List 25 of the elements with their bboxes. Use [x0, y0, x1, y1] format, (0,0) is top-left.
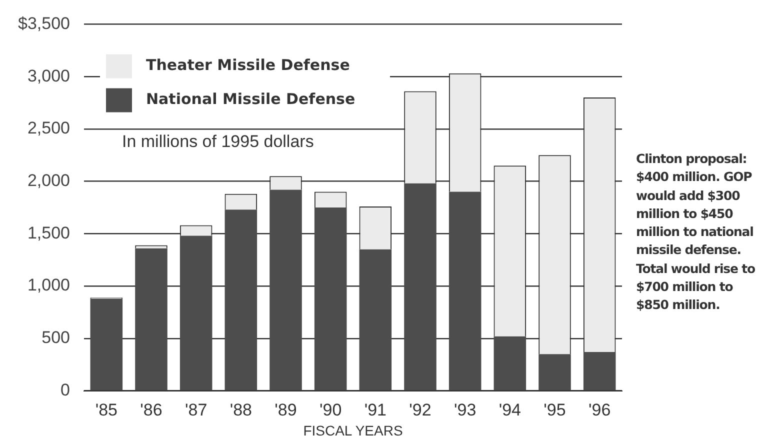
- x-tick-label: '90: [320, 400, 342, 420]
- x-tick-label: '91: [364, 400, 386, 420]
- x-tick-label: '89: [274, 400, 297, 420]
- text: Clinton proposal: $400 million. GOP would add $300 million to $450 million to national missile defense. Total would rise to $700 million to $850 million.: [636, 151, 756, 312]
- x-tick-label: '93: [454, 400, 476, 420]
- x-tick-label: '96: [588, 400, 611, 420]
- y-tick-label: 2,500: [27, 118, 70, 138]
- x-tick-label: '95: [544, 400, 566, 420]
- y-tick-label: 2,000: [27, 171, 70, 190]
- legend-label: Theater Missile Defense: [146, 56, 350, 74]
- x-tick-label: '88: [230, 400, 252, 420]
- x-axis-title: FISCAL YEARS: [303, 422, 403, 438]
- legend-label: National Missile Defense: [146, 90, 356, 108]
- y-tick-label: $3,500: [18, 14, 70, 33]
- y-tick-label: 1,000: [27, 276, 70, 295]
- y-tick-label: 1,500: [27, 223, 70, 242]
- x-tick-label: '92: [409, 400, 432, 420]
- y-tick-label: 500: [42, 328, 70, 348]
- y-tick-label: 3,000: [27, 66, 70, 86]
- x-tick-label: '86: [140, 400, 162, 420]
- x-tick-label: '94: [498, 400, 521, 420]
- x-tick-label: '87: [185, 400, 208, 420]
- text: In millions of 1995 dollars: [118, 132, 318, 152]
- y-tick-label: 0: [60, 380, 70, 400]
- x-tick-label: '85: [95, 400, 118, 420]
